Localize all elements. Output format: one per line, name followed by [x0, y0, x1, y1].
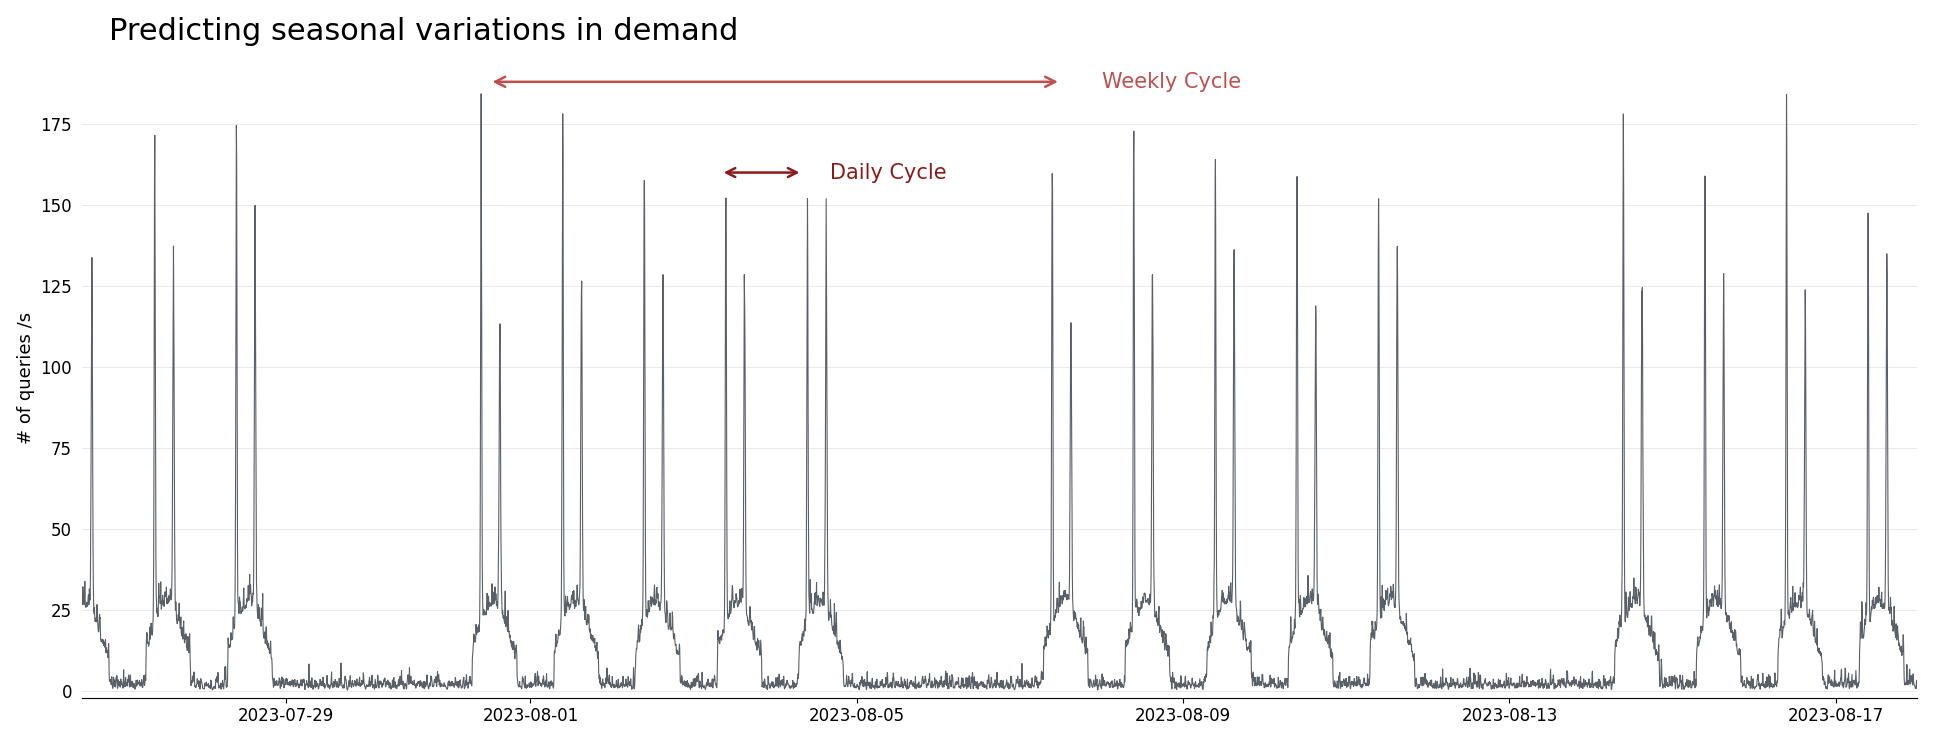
Text: Daily Cycle: Daily Cycle: [830, 162, 946, 183]
Text: Weekly Cycle: Weekly Cycle: [1102, 72, 1240, 92]
Y-axis label: # of queries /s: # of queries /s: [17, 312, 35, 444]
Text: Predicting seasonal variations in demand: Predicting seasonal variations in demand: [108, 16, 739, 46]
